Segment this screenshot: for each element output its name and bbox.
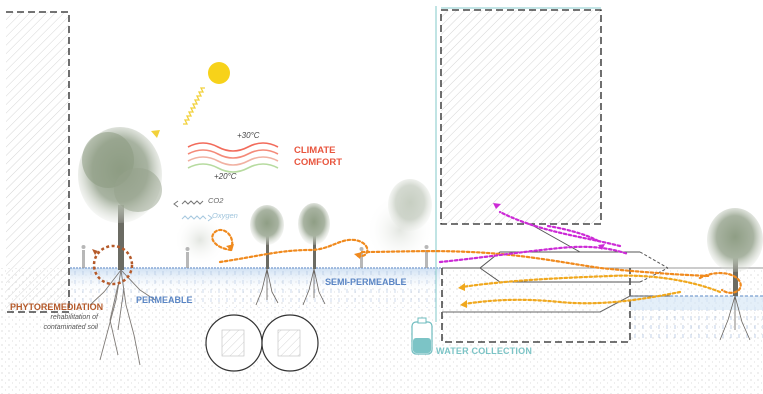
semi-permeable-label: SEMI-PERMEABLE	[325, 277, 407, 287]
climate-comfort-label: CLIMATE COMFORT	[294, 145, 350, 169]
root-icon	[719, 295, 751, 341]
exhaust-arrowhead-icon	[493, 203, 501, 209]
permeable-label: PERMEABLE	[136, 295, 193, 305]
infiltration-marks	[70, 268, 440, 308]
temp-low-label: +20°C	[214, 172, 237, 181]
water-flow-arrowhead-icon	[458, 283, 465, 291]
sun-icon	[208, 62, 230, 84]
root-icon	[89, 269, 156, 366]
co2-arrow-icon	[173, 200, 204, 208]
background-foliage-2	[174, 214, 226, 266]
phytoremediation-label: PHYTOREMEDIATION	[10, 302, 104, 312]
water-flow-arrowhead-icon	[460, 300, 467, 308]
soil-sample-core	[221, 329, 245, 357]
oxygen-label: Oxygen	[212, 211, 238, 220]
left-building-outline	[6, 11, 70, 313]
phytoremediation-subtitle: rehabilitation of contaminated soil	[43, 314, 98, 331]
tree-icon	[298, 203, 330, 269]
right-water-table	[630, 296, 763, 310]
sun-ray-arrowhead-icon	[151, 130, 160, 138]
underground-structure	[441, 268, 631, 343]
oxygen-arrow-icon	[181, 214, 213, 222]
climate-comfort-text: CLIMATE COMFORT	[294, 145, 343, 168]
phytoremediation-ring	[92, 244, 134, 286]
soil-sample-core	[277, 329, 301, 357]
tree-icon	[78, 127, 162, 270]
root-icon	[255, 268, 279, 306]
drainage-pipes	[442, 223, 670, 313]
tree-icon	[250, 205, 284, 269]
water-tank-icon	[411, 317, 433, 355]
right-building	[441, 10, 601, 224]
water-flow-arrow-icon	[460, 274, 722, 306]
ring-arrow-icon	[92, 249, 98, 255]
pedestrian-figures	[81, 245, 429, 268]
water-collection-label: WATER COLLECTION	[436, 346, 533, 356]
right-building-outline	[440, 9, 602, 225]
exhaust-arrow-icon	[438, 210, 630, 264]
root-icon	[302, 268, 326, 306]
temp-high-label: +30°C	[237, 131, 260, 140]
flow-arrow-icon	[211, 228, 742, 294]
tree-icon	[707, 208, 763, 296]
co2-label: CO2	[208, 196, 224, 205]
flow-arrowhead-icon	[226, 244, 234, 251]
exhaust-arrowhead-icon	[598, 244, 605, 250]
sun-ray-icon	[183, 87, 205, 125]
flow-arrowhead-icon	[354, 252, 362, 259]
left-building	[6, 12, 69, 312]
climate-waves-icon	[187, 142, 279, 173]
background-tree-canopy	[388, 179, 432, 231]
